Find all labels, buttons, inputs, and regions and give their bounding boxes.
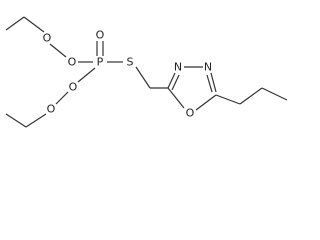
bond bbox=[77, 67, 96, 83]
bond bbox=[206, 74, 213, 93]
atom-label: O bbox=[186, 107, 195, 120]
bond bbox=[49, 43, 67, 58]
atoms: O O P O O O S N N O bbox=[43, 29, 212, 120]
atom-label: S bbox=[127, 56, 134, 69]
atom-label: N bbox=[174, 61, 182, 74]
molecule-diagram: O O P O O O S N N O bbox=[5, 16, 288, 128]
bond bbox=[23, 16, 45, 33]
bond bbox=[135, 66, 151, 89]
bond bbox=[167, 87, 185, 109]
bond bbox=[25, 113, 47, 128]
bond bbox=[261, 87, 288, 101]
atom-label: P bbox=[97, 56, 104, 69]
bond bbox=[5, 16, 25, 31]
atom-label: O bbox=[68, 56, 77, 69]
bond bbox=[55, 91, 69, 105]
atom-label: N bbox=[204, 61, 212, 74]
atom-label: O bbox=[43, 32, 52, 45]
bond bbox=[167, 72, 176, 89]
bond bbox=[171, 74, 180, 91]
bond bbox=[239, 87, 263, 105]
bond bbox=[195, 94, 217, 111]
bond bbox=[210, 72, 217, 93]
atom-label: O bbox=[47, 103, 56, 116]
bonds bbox=[5, 16, 288, 128]
atom-label: O bbox=[96, 29, 105, 42]
bond bbox=[215, 94, 241, 105]
bond bbox=[5, 113, 27, 128]
atom-label: O bbox=[69, 81, 78, 94]
